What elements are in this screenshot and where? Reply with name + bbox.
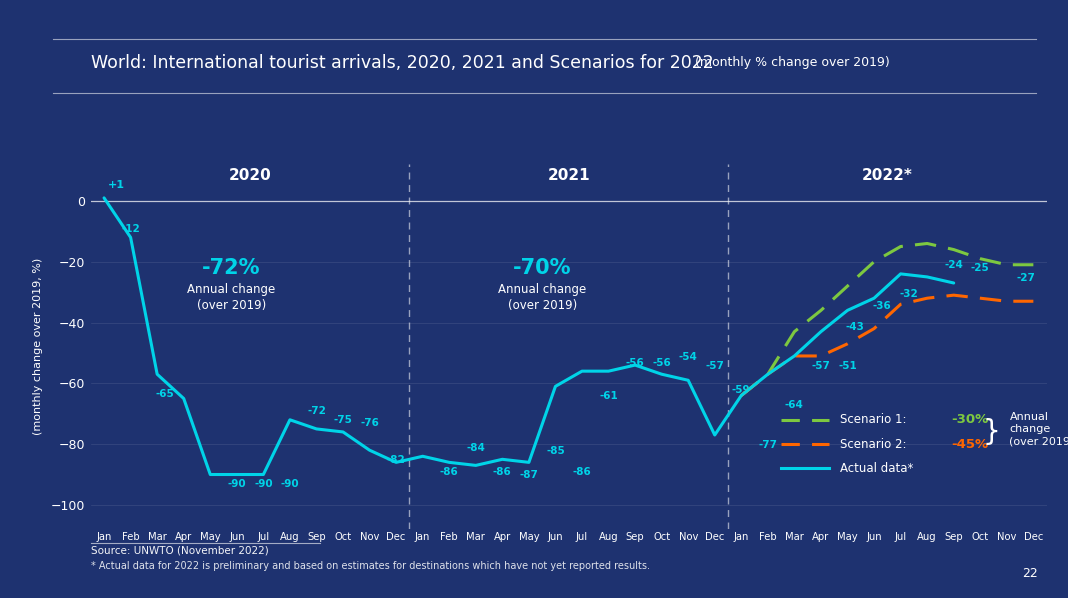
Text: Scenario 2:: Scenario 2: [839,438,906,451]
Text: -59: -59 [732,385,751,395]
Text: -76: -76 [360,419,379,428]
Text: (over 2019): (over 2019) [197,300,266,312]
Text: -45%: -45% [951,438,988,451]
Text: -90: -90 [254,479,272,489]
Text: Actual data*: Actual data* [839,462,913,475]
Text: -85: -85 [546,446,565,456]
Text: -54: -54 [679,352,697,362]
Text: -56: -56 [653,358,671,368]
Text: -12: -12 [122,224,140,234]
Text: -75: -75 [333,416,352,425]
Text: 2020: 2020 [229,167,271,182]
Text: -84: -84 [467,443,485,453]
Text: }: } [983,418,1001,446]
Text: -51: -51 [838,361,857,371]
Text: 2021: 2021 [548,167,590,182]
Text: -82: -82 [387,455,406,465]
Text: -25: -25 [971,263,990,273]
Text: Source: UNWTO (November 2022): Source: UNWTO (November 2022) [91,545,268,555]
Text: -77: -77 [758,440,778,450]
Text: Annual change: Annual change [187,283,276,295]
Text: -24: -24 [944,260,963,270]
Text: -72: -72 [307,406,326,416]
Text: 2022*: 2022* [862,167,913,182]
Text: (over 2019): (over 2019) [507,300,577,312]
Text: -57: -57 [705,361,724,371]
Text: (monthly % change over 2019): (monthly % change over 2019) [691,56,890,69]
Text: -87: -87 [519,470,538,480]
Text: World: International tourist arrivals, 2020, 2021 and Scenarios for 2022: World: International tourist arrivals, 2… [91,54,713,72]
Text: * Actual data for 2022 is preliminary and based on estimates for destinations wh: * Actual data for 2022 is preliminary an… [91,562,649,571]
Text: -27: -27 [1016,273,1035,283]
Text: -86: -86 [440,467,458,477]
Text: (over 2019): (over 2019) [1009,436,1068,446]
Text: -90: -90 [281,479,299,489]
Text: -32: -32 [899,289,917,298]
Text: -90: -90 [227,479,246,489]
Text: -72%: -72% [202,258,261,278]
Text: -56: -56 [626,358,644,368]
Y-axis label: (monthly change over 2019, %): (monthly change over 2019, %) [32,258,43,435]
Text: -43: -43 [846,322,865,332]
Text: Annual: Annual [1009,412,1049,422]
Text: +1: +1 [108,180,125,190]
Text: Scenario 1:: Scenario 1: [839,413,906,426]
Text: -86: -86 [572,467,592,477]
Text: -86: -86 [493,467,512,477]
Text: -70%: -70% [513,258,571,278]
Text: -64: -64 [785,400,804,410]
Text: -61: -61 [599,391,618,401]
Text: Annual change: Annual change [498,283,586,295]
Text: -65: -65 [156,389,174,399]
Text: -30%: -30% [951,413,988,426]
Text: 22: 22 [1022,567,1038,580]
Text: -57: -57 [812,361,831,371]
Text: change: change [1009,424,1051,434]
Text: -36: -36 [873,301,892,311]
